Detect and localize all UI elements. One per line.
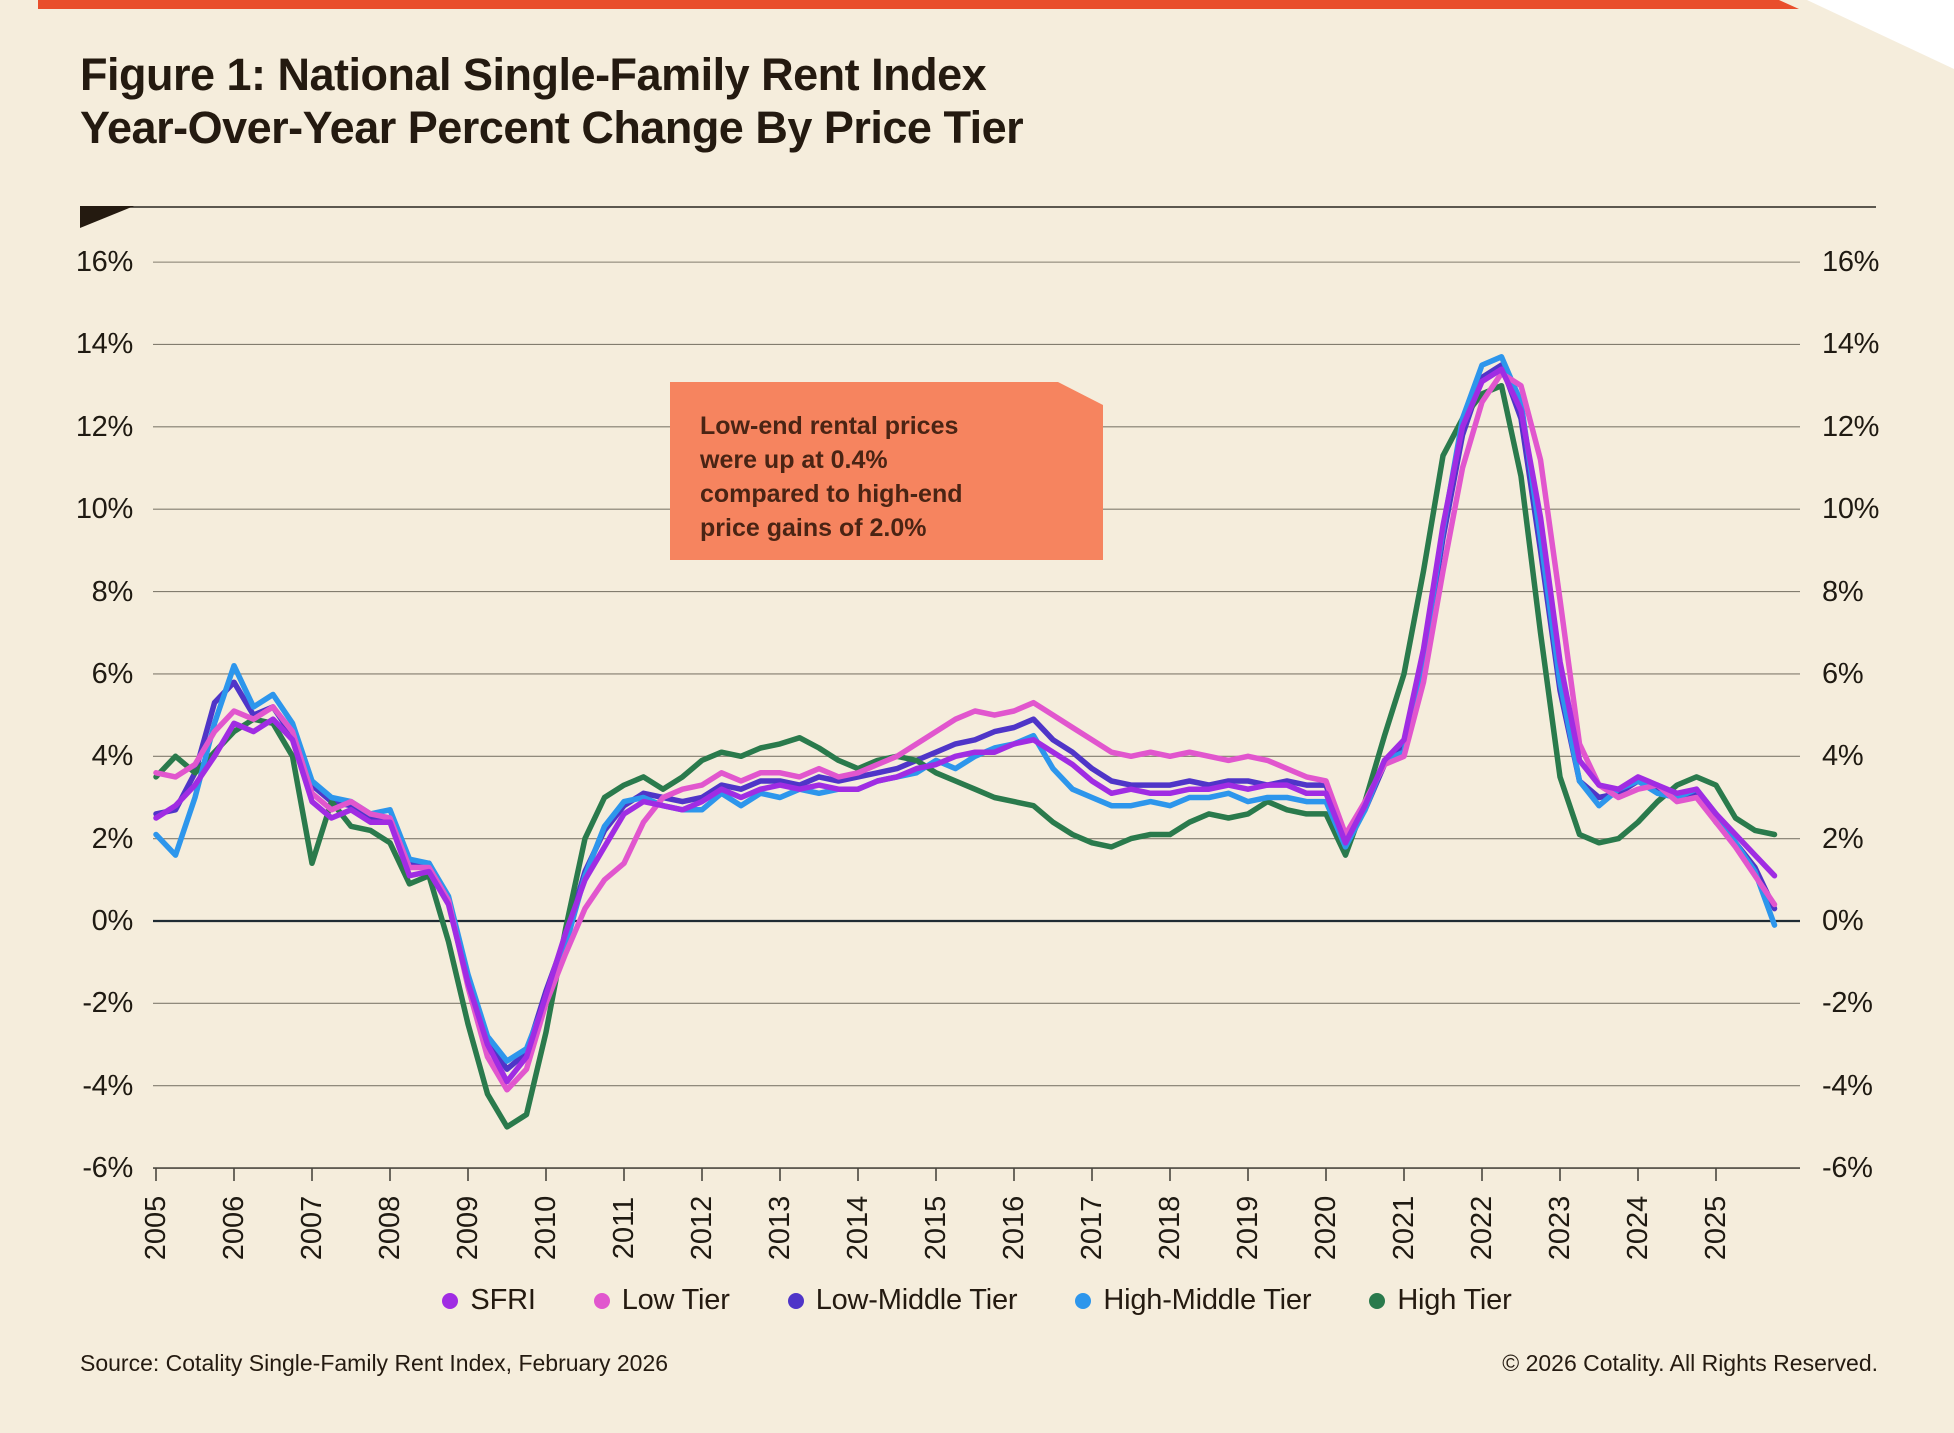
x-tick-label: 2015 (920, 1195, 952, 1261)
top-accent-bar (38, 0, 1799, 9)
annotation-line: compared to high-end (700, 480, 963, 508)
y-tick-label-right: 2% (1822, 822, 1864, 855)
y-tick-label-left: -2% (82, 987, 133, 1020)
legend-dot-icon (593, 1292, 610, 1309)
legend-dot-icon (1075, 1292, 1092, 1309)
legend-item-low-tier: Low Tier (593, 1284, 730, 1317)
legend-label: Low Tier (621, 1284, 730, 1316)
x-tick-label: 2021 (1388, 1195, 1420, 1261)
y-tick-label-right: -2% (1822, 987, 1873, 1020)
title-line-2: Year-Over-Year Percent Change By Price T… (80, 102, 1024, 153)
x-tick-label: 2013 (764, 1195, 796, 1261)
x-tick-label: 2024 (1622, 1195, 1654, 1261)
y-tick-label-right: 8% (1822, 575, 1864, 608)
legend-label: High Tier (1397, 1284, 1512, 1316)
x-tick-label: 2006 (218, 1195, 250, 1261)
y-tick-label-left: 10% (75, 493, 133, 526)
y-tick-label-left: 2% (91, 822, 134, 855)
y-tick-label-left: 6% (91, 657, 134, 690)
series-line-high-middle-tier (153, 354, 1778, 1064)
title-line-1: Figure 1: National Single-Family Rent In… (80, 49, 987, 100)
series-line-high-tier (153, 382, 1778, 1130)
y-tick-label-right: 10% (1822, 493, 1880, 526)
annotation-callout: Low-end rental prices were up at 0.4% comp… (670, 382, 1103, 560)
legend-dot-icon (442, 1292, 459, 1309)
legend-label: High-Middle Tier (1103, 1284, 1312, 1316)
x-tick-label: 2009 (452, 1195, 484, 1261)
x-tick-label: 2016 (998, 1195, 1030, 1261)
series-line-sfri (153, 366, 1778, 1085)
source-note: Source: Cotality Single-Family Rent Inde… (80, 1350, 669, 1376)
y-tick-label-left: 16% (75, 246, 133, 279)
y-tick-label-right: 16% (1822, 246, 1880, 279)
x-tick-label: 2023 (1544, 1195, 1576, 1261)
x-tick-label: 2007 (296, 1195, 328, 1261)
y-tick-label-left: -6% (82, 1152, 133, 1185)
x-tick-label: 2017 (1076, 1195, 1108, 1261)
legend-item-low-middle-tier: Low-Middle Tier (787, 1284, 1018, 1317)
y-tick-label-right: 0% (1822, 905, 1864, 937)
legend-dot-icon (1369, 1292, 1386, 1309)
legend-label: SFRI (470, 1284, 536, 1316)
y-tick-label-right: -4% (1822, 1069, 1873, 1102)
legend-dot-icon (787, 1292, 804, 1309)
x-tick-label: 2008 (374, 1195, 406, 1261)
x-tick-label: 2019 (1232, 1195, 1264, 1261)
y-tick-label-left: -4% (82, 1069, 133, 1102)
x-tick-label: 2020 (1310, 1195, 1342, 1261)
y-tick-label-left: 14% (75, 328, 133, 361)
x-tick-label: 2014 (842, 1195, 874, 1261)
x-tick-label: 2011 (608, 1196, 640, 1260)
annotation-line: were up at 0.4% (700, 446, 888, 474)
y-tick-label-left: 8% (91, 575, 134, 608)
x-tick-label: 2022 (1466, 1195, 1498, 1261)
y-tick-label-right: 12% (1822, 410, 1880, 443)
y-tick-label-right: -6% (1822, 1152, 1873, 1185)
figure-title: Figure 1: National Single-Family Rent In… (80, 48, 1024, 154)
annotation-line: price gains of 2.0% (700, 514, 927, 542)
x-tick-label: 2010 (530, 1195, 562, 1261)
y-tick-label-right: 6% (1822, 657, 1864, 690)
legend-item-high-middle-tier: High-Middle Tier (1075, 1284, 1312, 1317)
y-tick-label-left: 12% (75, 410, 133, 443)
x-tick-label: 2005 (140, 1195, 172, 1261)
y-tick-label-left: 0% (91, 905, 134, 937)
flag-marker-icon (80, 206, 134, 228)
legend-label: Low-Middle Tier (815, 1284, 1018, 1316)
y-tick-label-left: 4% (91, 740, 134, 773)
legend-item-high-tier: High Tier (1369, 1284, 1512, 1317)
legend-item-sfri: SFRI (442, 1284, 536, 1317)
annotation-line: Low-end rental prices (700, 412, 959, 440)
y-tick-label-right: 14% (1822, 328, 1880, 361)
copyright-note: © 2026 Cotality. All Rights Reserved. (1502, 1350, 1878, 1376)
x-tick-label: 2025 (1700, 1195, 1732, 1261)
chart-legend: SFRI Low Tier Low-Middle Tier High-Middle T… (0, 1284, 1954, 1317)
x-tick-label: 2018 (1154, 1195, 1186, 1261)
x-tick-label: 2012 (686, 1195, 718, 1261)
y-tick-label-right: 4% (1822, 740, 1864, 773)
